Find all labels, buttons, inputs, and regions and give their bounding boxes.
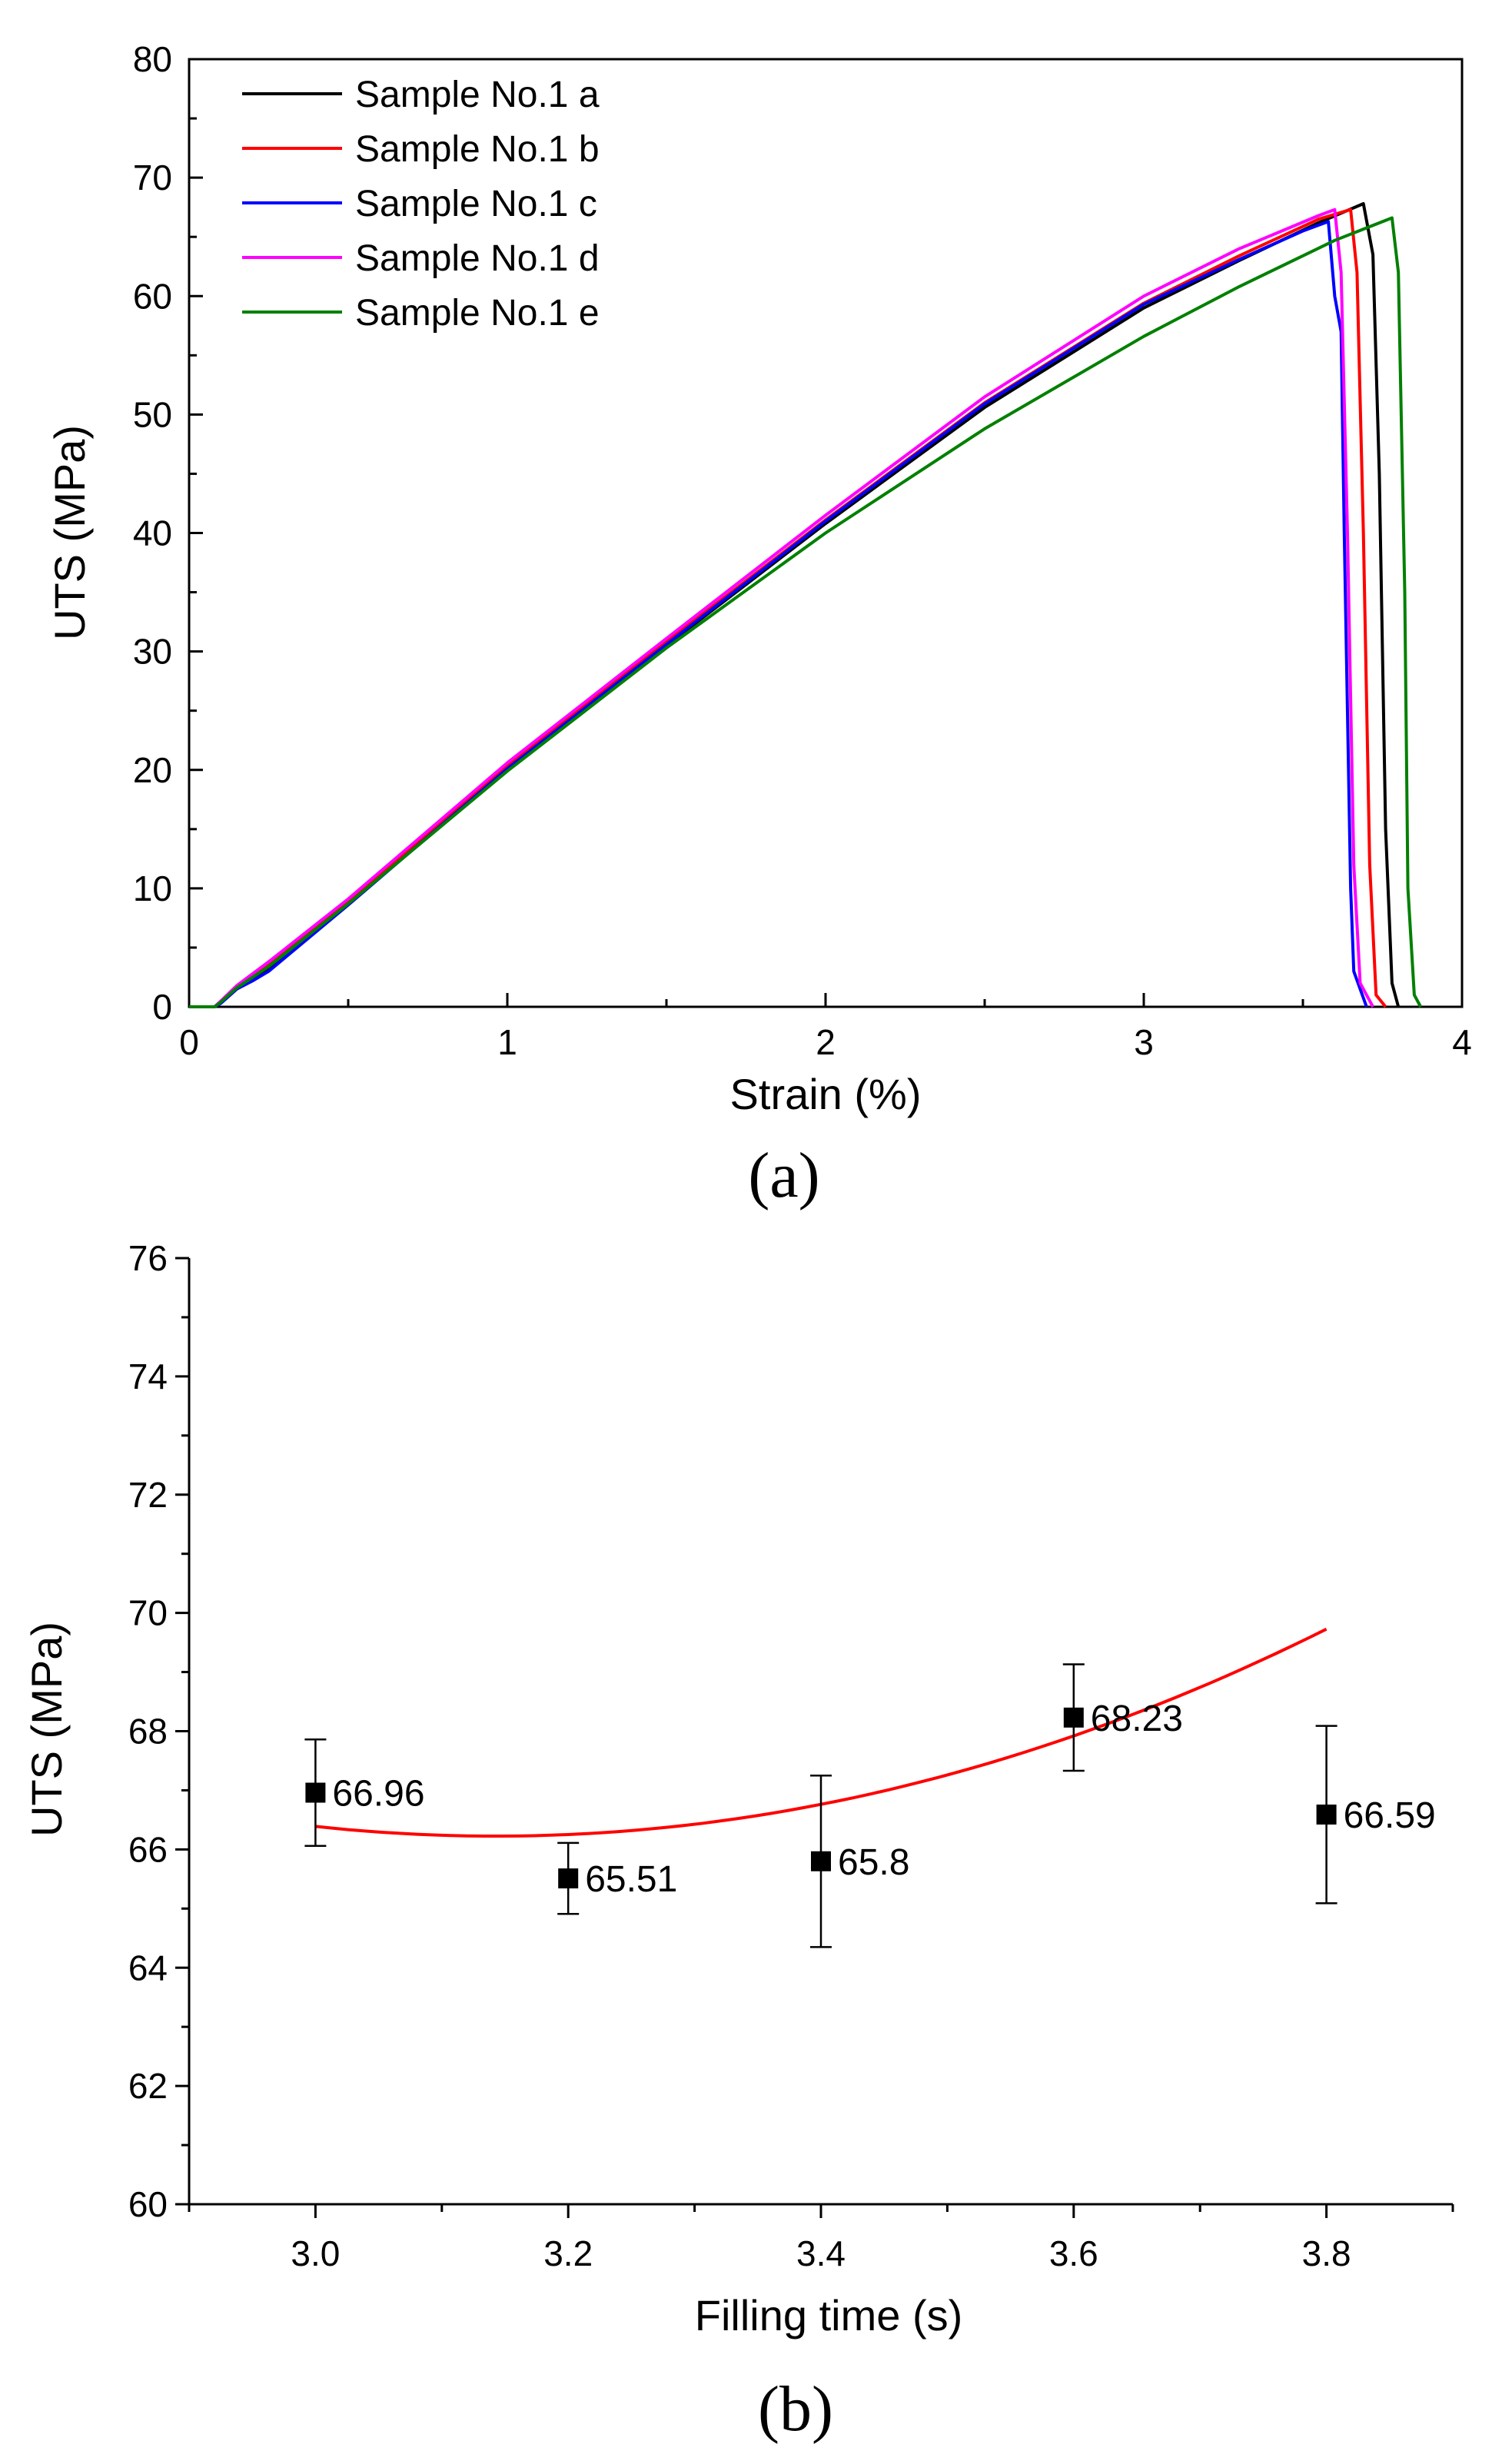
y-tick-label-b: 68 [128, 1712, 168, 1752]
data-point-2 [558, 1868, 579, 1889]
y-tick-label-a: 0 [152, 987, 172, 1027]
data-point-5 [1316, 1804, 1337, 1825]
y-tick-label-a: 30 [133, 632, 172, 672]
data-label-3: 65.8 [838, 1842, 909, 1883]
series-line-3 [189, 220, 1368, 1008]
x-tick-label-b: 3.4 [796, 2233, 846, 2273]
x-tick-label-a: 1 [497, 1022, 517, 1062]
data-label-5: 66.59 [1344, 1795, 1436, 1836]
y-tick-label-a: 20 [133, 750, 172, 790]
data-point-4 [1063, 1707, 1084, 1728]
y-tick-label-b: 66 [128, 1829, 168, 1869]
x-tick-label-a: 2 [816, 1022, 836, 1062]
y-axis-label-b: UTS (MPa) [22, 1622, 71, 1837]
y-tick-label-b: 60 [128, 2184, 168, 2224]
series-line-4 [189, 208, 1374, 1008]
y-tick-label-a: 50 [133, 394, 172, 434]
axis-ticks-b: 3.0 3.2 3.4 3.6 3.8 60 62 64 66 68 70 72 74 76 [128, 1238, 1454, 2273]
y-tick-label-a: 10 [133, 868, 172, 908]
y-tick-label-b: 74 [128, 1357, 168, 1396]
y-tick-label-a: 70 [133, 158, 172, 198]
x-tick-label-a: 4 [1452, 1022, 1472, 1062]
legend-label-1: Sample No.1 a [355, 75, 600, 115]
x-tick-label-b: 3.8 [1302, 2233, 1351, 2273]
data-point-1 [305, 1782, 326, 1803]
data-label-2: 65.51 [585, 1859, 677, 1900]
y-tick-label-a: 60 [133, 276, 172, 316]
y-tick-label-b: 72 [128, 1475, 168, 1515]
x-tick-label-a: 3 [1134, 1022, 1154, 1062]
y-tick-label-a: 40 [133, 513, 172, 553]
data-points-b: 66.96 65.51 65.8 68.23 66.59 [304, 1663, 1436, 1948]
legend-label-2: Sample No.1 b [355, 129, 600, 170]
legend-label-3: Sample No.1 c [355, 184, 597, 224]
legend-a: Sample No.1 a Sample No.1 b Sample No.1 c S… [242, 75, 600, 334]
x-tick-label-b: 3.0 [291, 2233, 340, 2273]
y-axis-label-a: UTS (MPa) [45, 425, 94, 640]
data-label-4: 68.23 [1091, 1699, 1183, 1739]
legend-label-4: Sample No.1 d [355, 238, 600, 279]
y-tick-label-b: 76 [128, 1238, 168, 1278]
data-point-3 [811, 1851, 831, 1871]
x-tick-label-a: 0 [179, 1022, 199, 1062]
series-line-5 [189, 216, 1422, 1008]
y-tick-label-a: 80 [133, 39, 172, 79]
x-tick-label-b: 3.6 [1049, 2233, 1098, 2273]
y-tick-label-b: 62 [128, 2066, 168, 2106]
data-label-1: 66.96 [332, 1774, 424, 1815]
x-tick-label-b: 3.2 [543, 2233, 593, 2273]
y-tick-label-b: 70 [128, 1593, 168, 1633]
series-lines-a [189, 202, 1422, 1008]
panel-caption-a: (a) [748, 1140, 819, 1211]
y-tick-label-b: 64 [128, 1948, 168, 1987]
legend-label-5: Sample No.1 e [355, 293, 600, 334]
x-axis-label-b: Filling time (s) [695, 2291, 962, 2339]
panel-caption-b: (b) [758, 2373, 833, 2445]
x-axis-label-a: Strain (%) [730, 1070, 922, 1118]
